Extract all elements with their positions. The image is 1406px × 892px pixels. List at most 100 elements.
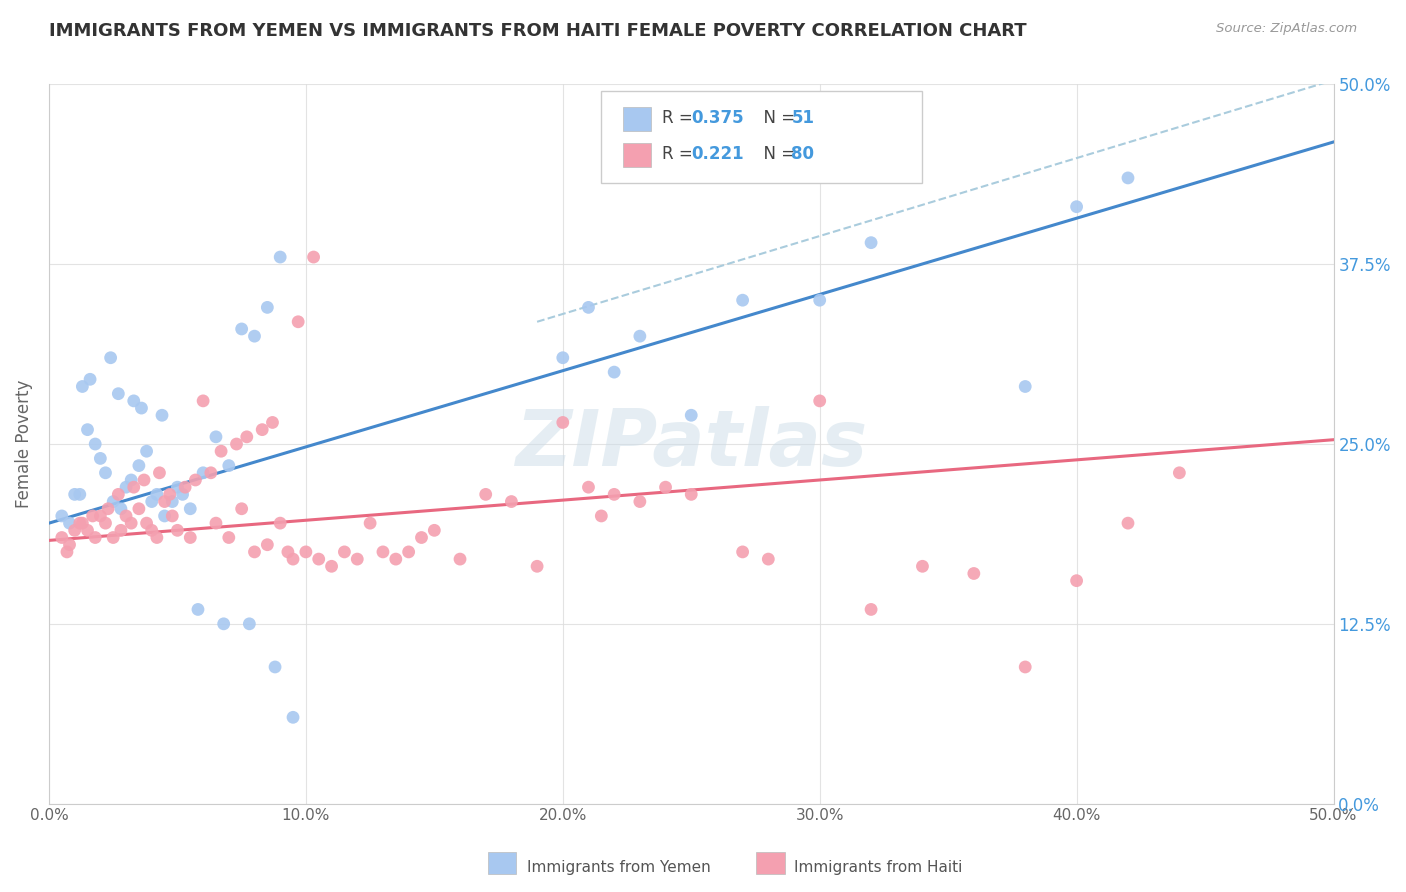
Point — [256, 538, 278, 552]
Point — [200, 466, 222, 480]
Point — [94, 516, 117, 530]
Point — [398, 545, 420, 559]
Point — [269, 516, 291, 530]
Point — [179, 501, 201, 516]
Point — [308, 552, 330, 566]
Text: Source: ZipAtlas.com: Source: ZipAtlas.com — [1216, 22, 1357, 36]
Point — [1116, 516, 1139, 530]
Point — [56, 545, 79, 559]
Point — [333, 545, 356, 559]
Point — [238, 616, 260, 631]
Point — [58, 538, 80, 552]
Point — [72, 516, 94, 530]
Point — [103, 494, 125, 508]
Point — [385, 552, 408, 566]
Text: 0.375: 0.375 — [692, 109, 744, 128]
Point — [681, 409, 703, 423]
Point — [628, 329, 651, 343]
Point — [103, 531, 125, 545]
Point — [911, 559, 934, 574]
Point — [359, 516, 381, 530]
Point — [100, 351, 122, 365]
Point — [205, 516, 228, 530]
Point — [115, 480, 138, 494]
Point — [94, 466, 117, 480]
Point — [205, 430, 228, 444]
Point — [141, 524, 163, 538]
Text: IMMIGRANTS FROM YEMEN VS IMMIGRANTS FROM HAITI FEMALE POVERTY CORRELATION CHART: IMMIGRANTS FROM YEMEN VS IMMIGRANTS FROM… — [49, 22, 1026, 40]
Point — [591, 508, 613, 523]
Point — [110, 524, 132, 538]
Point — [51, 508, 73, 523]
Point — [150, 409, 173, 423]
Point — [603, 365, 626, 379]
Point — [1014, 660, 1036, 674]
Point — [132, 473, 155, 487]
Point — [63, 487, 86, 501]
Point — [277, 545, 299, 559]
Point — [146, 487, 169, 501]
Point — [191, 393, 214, 408]
FancyBboxPatch shape — [623, 107, 651, 131]
Point — [63, 524, 86, 538]
FancyBboxPatch shape — [488, 852, 516, 874]
Text: R =: R = — [662, 109, 697, 128]
Point — [231, 501, 253, 516]
Point — [269, 250, 291, 264]
Point — [287, 315, 309, 329]
Point — [89, 451, 111, 466]
Point — [243, 545, 266, 559]
Point — [411, 531, 433, 545]
Point — [120, 473, 142, 487]
FancyBboxPatch shape — [602, 91, 922, 183]
Point — [603, 487, 626, 501]
Point — [628, 494, 651, 508]
Point — [162, 508, 184, 523]
Point — [166, 524, 188, 538]
FancyBboxPatch shape — [756, 852, 785, 874]
Point — [84, 437, 107, 451]
Point — [110, 501, 132, 516]
Point — [281, 552, 304, 566]
Point — [474, 487, 496, 501]
Point — [69, 487, 91, 501]
Point — [166, 480, 188, 494]
Text: N =: N = — [752, 145, 800, 163]
Point — [1116, 170, 1139, 185]
Text: 51: 51 — [792, 109, 814, 128]
Point — [264, 660, 287, 674]
FancyBboxPatch shape — [623, 143, 651, 167]
Point — [808, 293, 831, 308]
Text: 0.221: 0.221 — [692, 145, 744, 163]
Point — [731, 293, 754, 308]
Text: ZIPatlas: ZIPatlas — [515, 406, 868, 482]
Point — [578, 301, 600, 315]
Point — [191, 466, 214, 480]
Point — [578, 480, 600, 494]
Point — [76, 524, 98, 538]
Point — [58, 516, 80, 530]
Point — [89, 508, 111, 523]
Point — [122, 393, 145, 408]
Point — [654, 480, 676, 494]
Point — [187, 602, 209, 616]
Point — [97, 501, 120, 516]
Point — [231, 322, 253, 336]
Point — [346, 552, 368, 566]
Point — [131, 401, 153, 415]
Point — [551, 351, 574, 365]
Point — [84, 531, 107, 545]
Point — [115, 508, 138, 523]
Point — [526, 559, 548, 574]
Point — [159, 487, 181, 501]
Point — [184, 473, 207, 487]
Point — [107, 386, 129, 401]
Point — [1066, 574, 1088, 588]
Point — [128, 501, 150, 516]
Point — [243, 329, 266, 343]
Point — [1066, 200, 1088, 214]
Point — [212, 616, 235, 631]
Point — [681, 487, 703, 501]
Point — [756, 552, 779, 566]
Point — [250, 423, 273, 437]
